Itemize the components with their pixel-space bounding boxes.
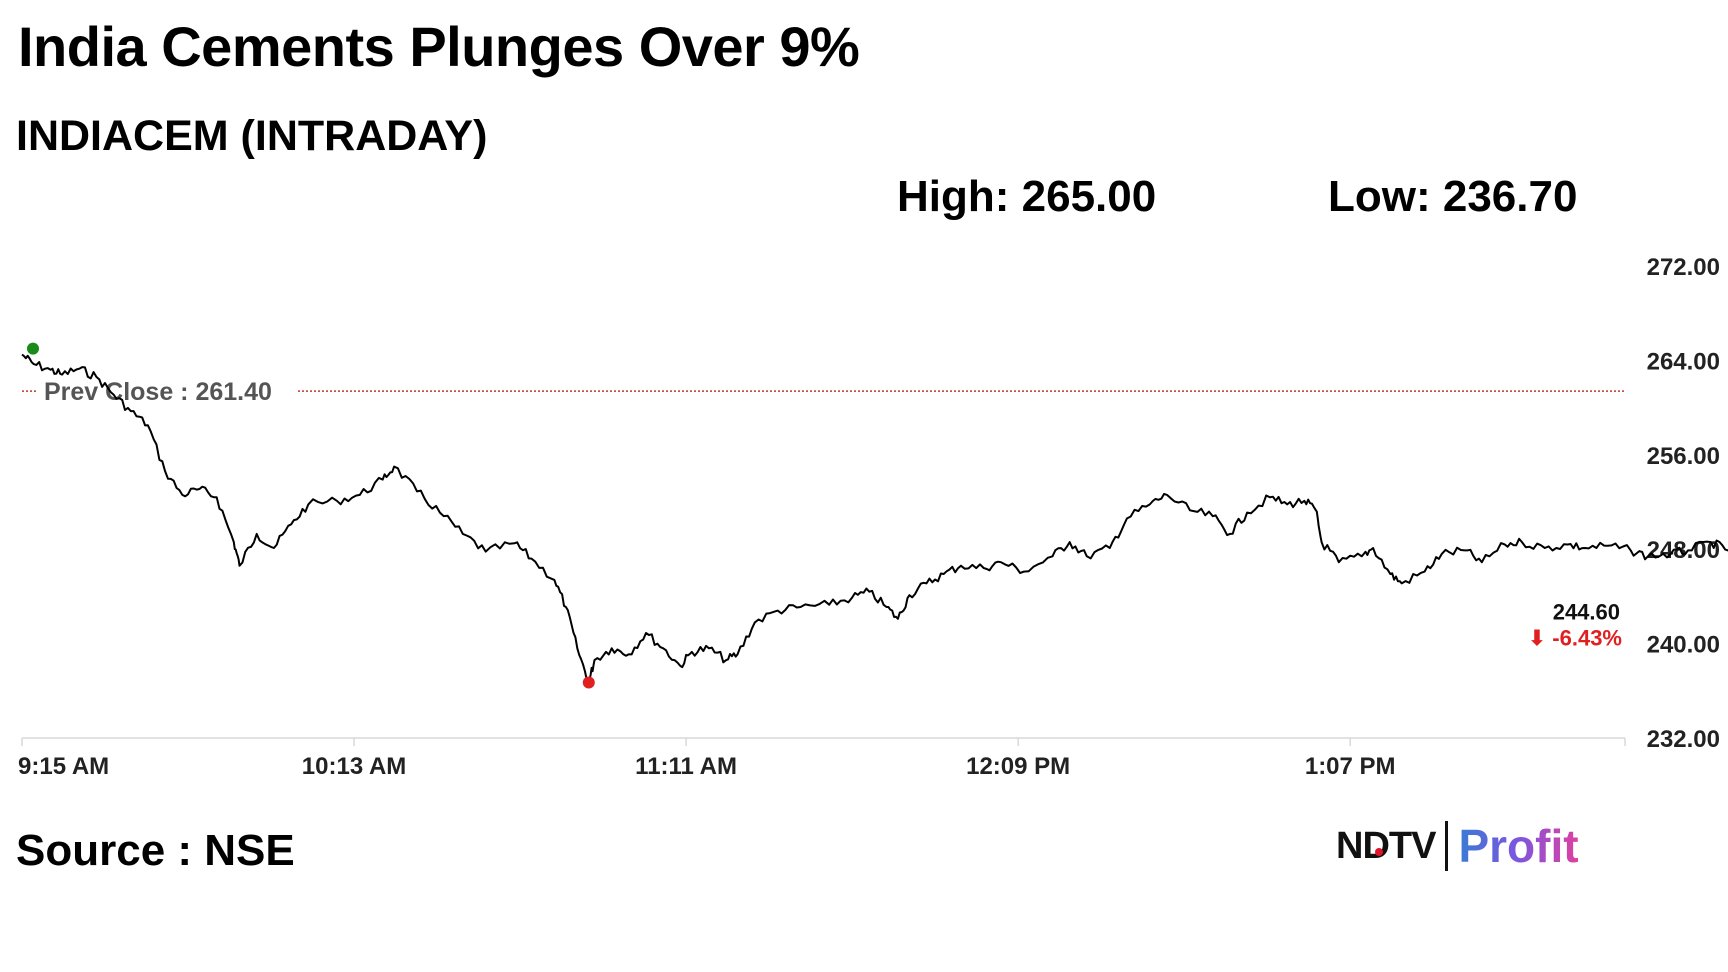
x-tick-label: 12:09 PM [966,753,1070,780]
start-marker [27,342,39,355]
prev-close-label: Prev Close : 261.40 [44,378,272,406]
price-line [21,353,1728,684]
x-tick-label: 1:07 PM [1305,753,1396,780]
chart-title: India Cements Plunges Over 9% [18,15,860,78]
y-tick-label: 264.00 [1647,348,1720,375]
logo-divider [1445,821,1449,871]
source-label: Source : NSE [16,826,295,875]
series-group [21,353,1728,684]
logo-dot-icon [1375,847,1383,856]
y-tick-label: 232.00 [1647,726,1720,753]
x-tick-label: 9:15 AM [18,753,109,780]
logo-profit-text: Profit [1458,820,1579,872]
chart-subtitle: INDIACEM (INTRADAY) [16,112,488,160]
last-value-label: 244.60 [1553,599,1620,624]
change-label: ⬇ -6.43% [1528,625,1622,650]
day-low: Low: 236.70 [1328,172,1578,221]
x-tick-label: 10:13 AM [302,753,406,780]
y-tick-label: 272.00 [1647,254,1720,281]
x-axis: 9:15 AM 10:13 AM 11:11 AM 12:09 PM 1:07 PM [18,737,1626,780]
y-tick-label: 240.00 [1647,632,1720,659]
low-marker [582,676,595,689]
prev-close-label-bg [38,375,296,408]
markers-group [27,342,595,689]
x-tick-label: 11:11 AM [635,753,737,780]
labels-group: 244.60⬇ -6.43% [1528,599,1622,650]
ndtv-profit-logo: NDTV Profit [1336,818,1579,874]
day-high: High: 265.00 [897,172,1157,221]
y-tick-label: 256.00 [1647,443,1720,470]
logo-ndtv-text: NDTV [1336,824,1436,867]
prev-close-group: Prev Close : 261.40 [22,375,1625,408]
